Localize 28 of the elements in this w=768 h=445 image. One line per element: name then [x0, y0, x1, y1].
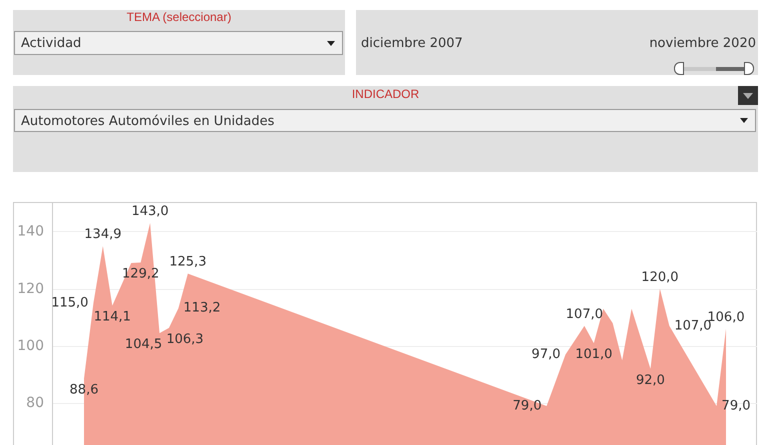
data-label: 97,0 [532, 347, 560, 362]
y-tick-label: 100 [17, 338, 44, 354]
data-label: 106,3 [166, 332, 204, 347]
data-label: 107,0 [566, 306, 603, 322]
data-label: 104,5 [124, 337, 162, 352]
data-label: 129,2 [122, 266, 160, 282]
data-label: 79,0 [512, 398, 542, 414]
data-label: 114,1 [94, 310, 131, 325]
data-label: 79,0 [722, 398, 751, 414]
data-label: 113,2 [183, 300, 221, 316]
data-label: 120,0 [641, 270, 679, 285]
data-label: 88,6 [70, 382, 98, 398]
data-label: 143,0 [131, 204, 169, 220]
text: Automotores Automóviles en Unidades [14, 109, 756, 132]
y-tick-label: 80 [26, 395, 44, 412]
data-label: 107,0 [674, 318, 712, 334]
data-label: 134,9 [84, 227, 122, 242]
y-tick-label: 140 [17, 224, 44, 240]
text: diciembre 2007 [361, 36, 463, 51]
y-tick-label: 120 [17, 280, 44, 297]
text: noviembre 2020 [649, 36, 756, 51]
data-label: 125,3 [169, 254, 206, 270]
data-label: 115,0 [51, 296, 88, 311]
text: TEMA (seleccionar) [126, 10, 232, 24]
text: Actividad [14, 31, 343, 55]
text: INDICADOR [350, 87, 420, 101]
data-label: 101,0 [575, 347, 612, 362]
data-label: 92,0 [636, 372, 665, 388]
